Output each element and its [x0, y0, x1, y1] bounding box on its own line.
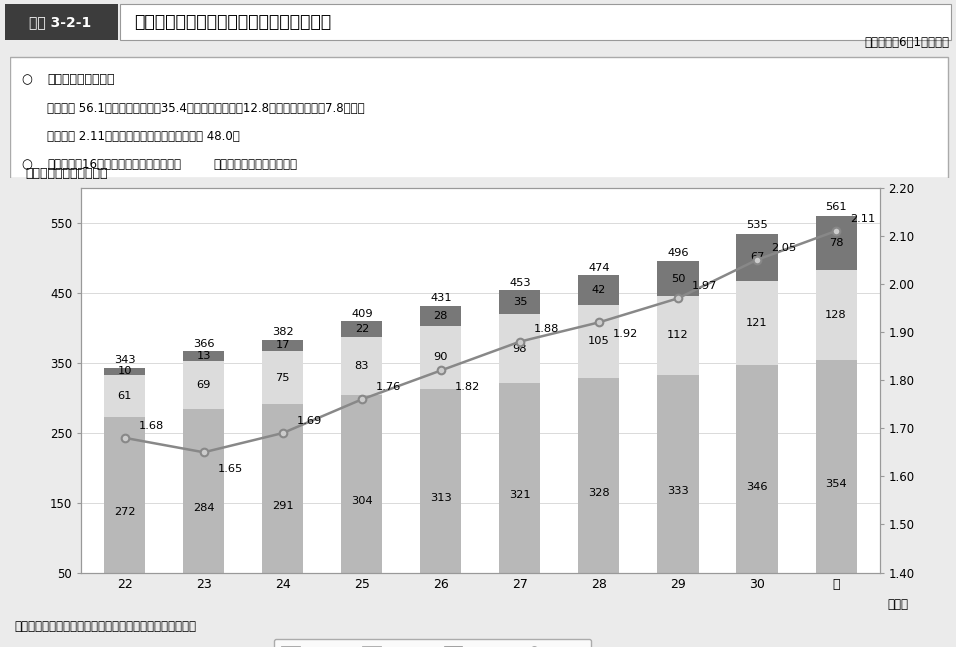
Text: 313: 313	[430, 493, 452, 503]
Text: 75: 75	[275, 373, 290, 382]
Text: 83: 83	[355, 361, 369, 371]
Bar	[736, 366, 777, 608]
Bar	[341, 336, 382, 395]
Text: 128: 128	[825, 310, 847, 320]
Text: （令和元年6月1日現在）: （令和元年6月1日現在）	[864, 36, 949, 49]
Bar	[499, 314, 540, 383]
Text: 304: 304	[351, 496, 373, 506]
Text: （年）: （年）	[888, 598, 909, 611]
Text: 民間企楫の雇用状況: 民間企楫の雇用状況	[47, 73, 115, 86]
Text: 雇用者数は16年連続で過去最高を更新。: 雇用者数は16年連続で過去最高を更新。	[47, 158, 182, 171]
Text: 561: 561	[825, 202, 847, 212]
Text: 1.68: 1.68	[139, 421, 164, 431]
Text: 382: 382	[272, 327, 293, 338]
Text: 291: 291	[272, 501, 293, 510]
Text: 図表 3-2-1: 図表 3-2-1	[29, 15, 92, 29]
Text: 474: 474	[588, 263, 610, 273]
Legend: 身体障害者, 知的障害者, 精神障害者, 実雇用率: 身体障害者, 知的障害者, 精神障害者, 実雇用率	[273, 639, 591, 647]
Bar	[815, 270, 857, 360]
Bar	[104, 417, 145, 608]
Text: ○: ○	[21, 158, 32, 171]
Bar	[421, 325, 462, 388]
FancyBboxPatch shape	[10, 57, 948, 178]
Bar	[815, 360, 857, 608]
Text: 272: 272	[114, 507, 136, 518]
Text: 10: 10	[118, 366, 132, 376]
Bar	[184, 409, 225, 608]
Bar	[120, 3, 951, 41]
Text: 障害者雇用は着実に進展。: 障害者雇用は着実に進展。	[213, 158, 297, 171]
Text: 22: 22	[355, 324, 369, 334]
Text: 409: 409	[351, 309, 373, 318]
Text: 333: 333	[667, 486, 689, 496]
Text: 69: 69	[197, 380, 211, 389]
Text: 346: 346	[747, 481, 768, 492]
Text: 98: 98	[512, 344, 527, 354]
Text: 1.92: 1.92	[613, 329, 639, 339]
Text: 1.82: 1.82	[455, 382, 480, 392]
Bar	[499, 290, 540, 314]
Bar	[184, 360, 225, 409]
Text: 90: 90	[434, 352, 448, 362]
Text: 354: 354	[825, 479, 847, 488]
Text: 42: 42	[592, 285, 606, 295]
Text: 366: 366	[193, 338, 214, 349]
Text: 資料：厄生労働省「令和元年障害者雇用状況の集計結果」: 資料：厄生労働省「令和元年障害者雇用状況の集計結果」	[14, 620, 196, 633]
Bar	[658, 296, 699, 375]
Bar	[736, 281, 777, 366]
Text: 284: 284	[193, 503, 214, 513]
Text: 13: 13	[197, 351, 211, 361]
Bar	[104, 367, 145, 375]
Text: 1.97: 1.97	[692, 281, 718, 291]
Text: 78: 78	[829, 238, 843, 248]
Text: 1.88: 1.88	[534, 324, 559, 334]
Text: 17: 17	[275, 340, 290, 351]
Bar	[421, 306, 462, 325]
Text: 431: 431	[430, 293, 451, 303]
Text: 実雇用率 2.11％　法定雇用率達成企楫割合　 48.0％: 実雇用率 2.11％ 法定雇用率達成企楫割合 48.0％	[47, 130, 240, 143]
Text: 321: 321	[510, 490, 531, 500]
Bar	[578, 305, 619, 378]
Bar	[5, 3, 118, 41]
Text: 343: 343	[114, 355, 136, 365]
Text: 《障害者の数（千人）》: 《障害者の数（千人）》	[26, 167, 108, 180]
Bar	[262, 340, 303, 351]
Text: 112: 112	[667, 331, 688, 340]
Bar	[262, 404, 303, 608]
Bar	[578, 378, 619, 608]
Text: 2.11: 2.11	[850, 214, 876, 224]
Text: 328: 328	[588, 488, 610, 498]
Text: 121: 121	[747, 318, 768, 328]
Text: 1.65: 1.65	[218, 464, 243, 474]
Text: 61: 61	[118, 391, 132, 401]
Bar	[658, 375, 699, 608]
Text: 496: 496	[667, 248, 688, 258]
Bar	[262, 351, 303, 404]
Text: 105: 105	[588, 336, 610, 346]
Text: 1.76: 1.76	[376, 382, 402, 392]
Text: 雇用者数 56.1万人（身体障害者35.4万人、知的障害者12.8万人、精神障害者7.8万人）: 雇用者数 56.1万人（身体障害者35.4万人、知的障害者12.8万人、精神障害…	[47, 102, 365, 115]
Bar	[421, 388, 462, 608]
Text: 535: 535	[746, 221, 768, 230]
Text: ○: ○	[21, 73, 32, 86]
Bar	[184, 351, 225, 360]
Text: 35: 35	[512, 297, 527, 307]
Text: 28: 28	[434, 311, 448, 321]
Bar	[736, 234, 777, 281]
Bar	[499, 383, 540, 608]
Text: 2.05: 2.05	[771, 243, 796, 252]
Text: 67: 67	[750, 252, 764, 262]
Bar	[815, 215, 857, 270]
Text: 453: 453	[510, 278, 531, 288]
Text: 1.69: 1.69	[297, 416, 322, 426]
Text: 民間企楫における障害者雇用の状況の推移: 民間企楫における障害者雇用の状況の推移	[134, 13, 331, 31]
Bar	[658, 261, 699, 296]
Text: 50: 50	[671, 274, 685, 283]
Bar	[578, 275, 619, 305]
Bar	[104, 375, 145, 417]
Bar	[341, 395, 382, 608]
Bar	[341, 322, 382, 336]
